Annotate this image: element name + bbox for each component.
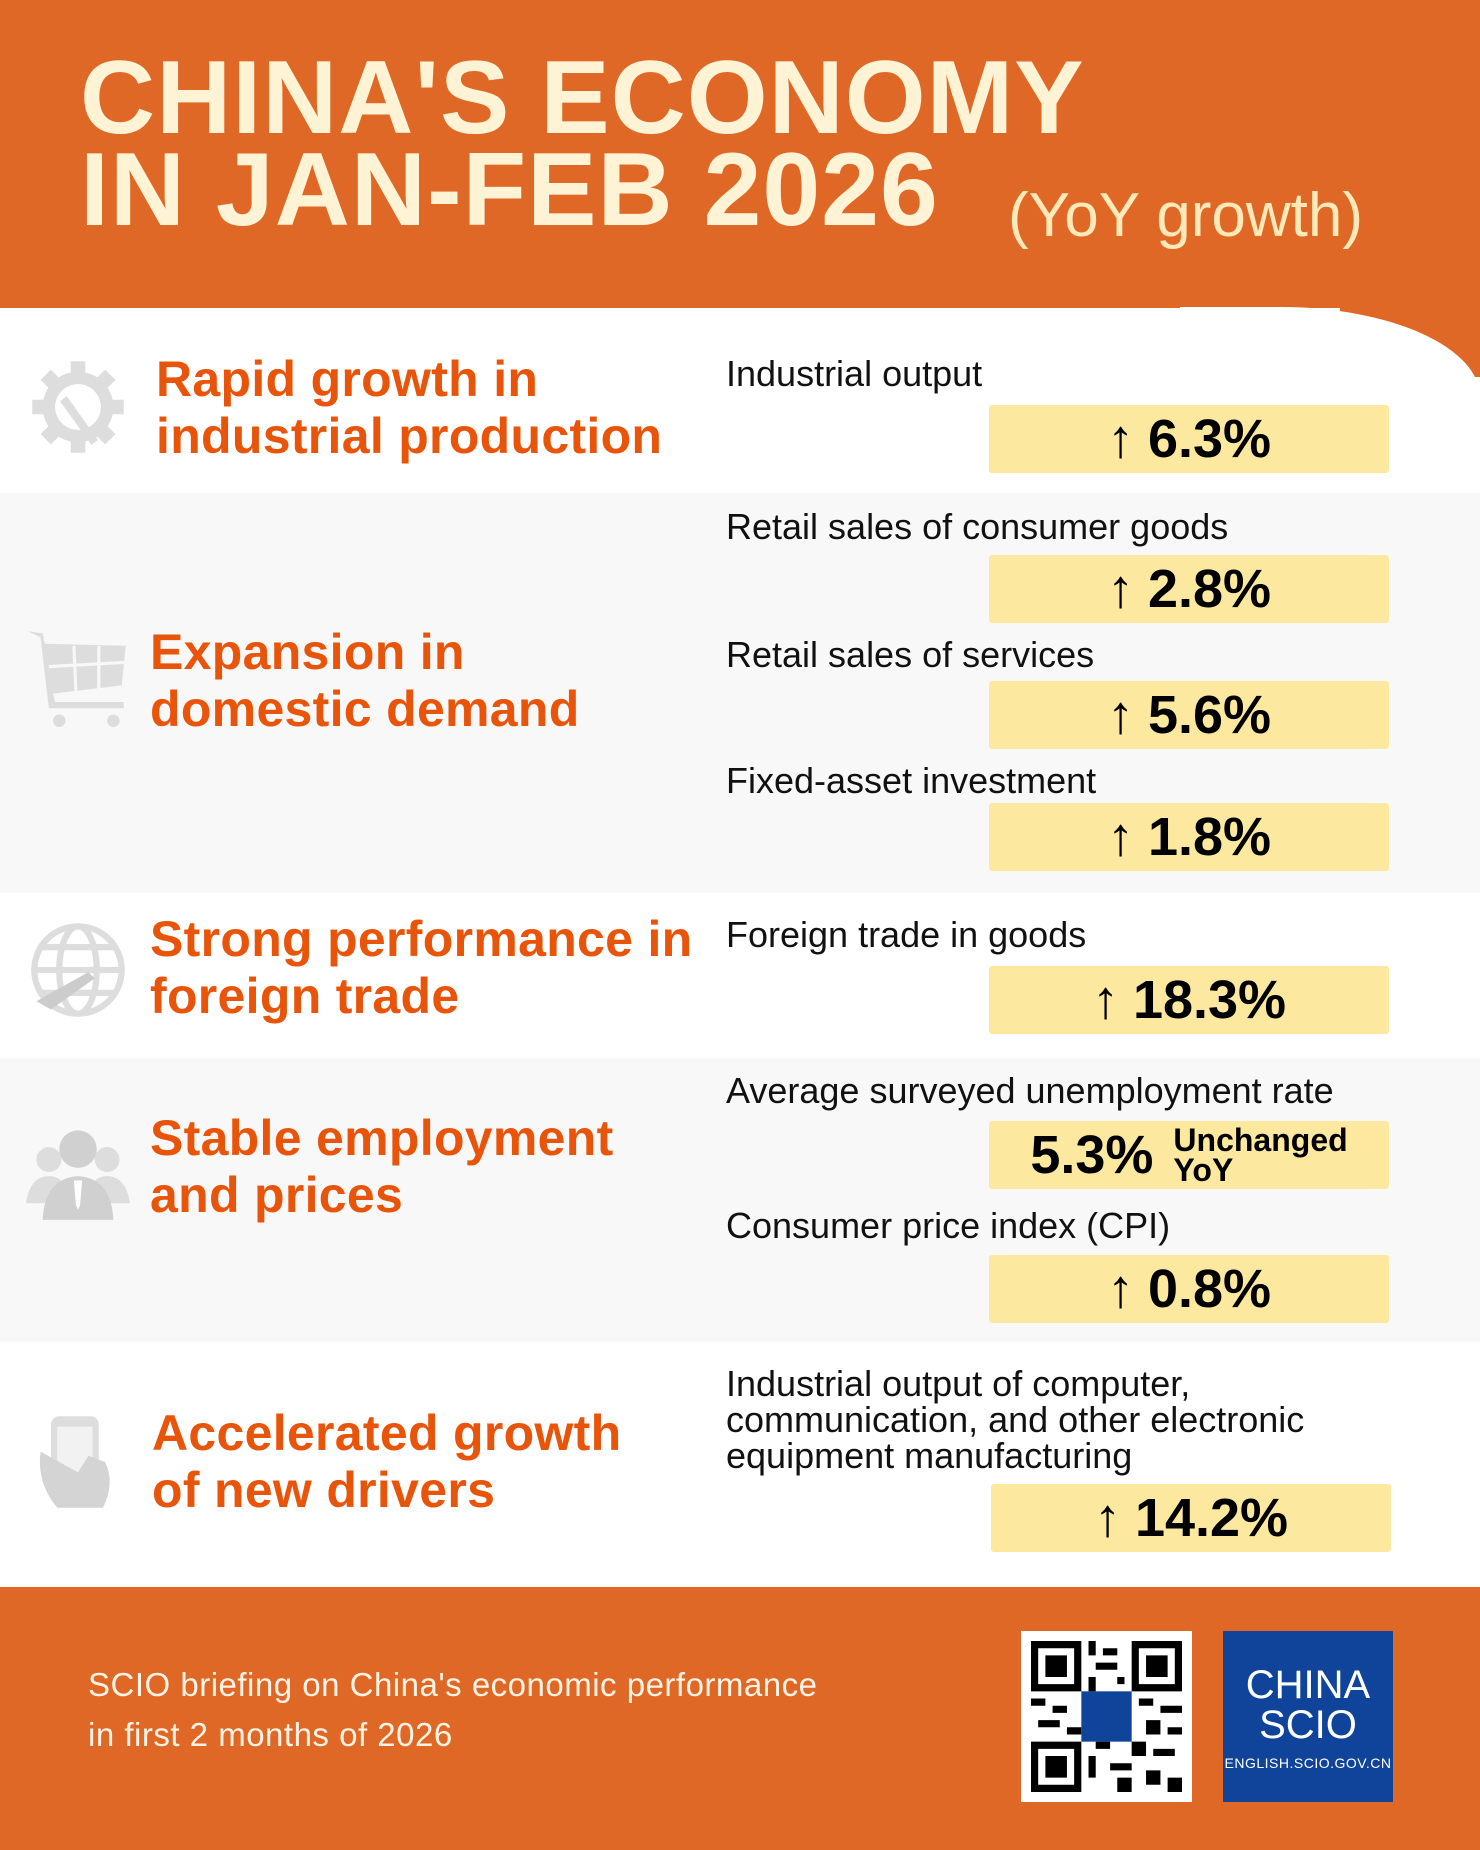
metric-value-box: ↑ 1.8% [989,803,1389,871]
metric-value-box: ↑ 5.6% [989,681,1389,749]
gear-wrench-icon [32,361,124,453]
globe-plane-icon [31,923,125,1017]
metric-value: 5.3% [1030,1125,1154,1185]
metric-value: 18.3% [1132,970,1287,1030]
metric-label: Consumer price index (CPI) [726,1205,1171,1246]
up-arrow-icon: ↑ [1106,559,1134,619]
metric-value-box: ↑ 6.3% [989,405,1389,473]
logo-url: ENGLISH.SCIO.GOV.CN [1224,1755,1392,1771]
metric-value-box: ↑ 14.2% [991,1484,1391,1552]
section-heading: Strong performance in foreign trade [150,911,693,1024]
smartphone-hand-icon [39,1416,110,1508]
footer-line-1: SCIO briefing on China's economic perfor… [88,1666,818,1703]
metric-value: 14.2% [1134,1488,1289,1548]
metric-value: 2.8% [1147,559,1272,619]
qr-code-pattern [1031,1641,1182,1792]
section-heading: Accelerated growth of new drivers [152,1405,622,1518]
metric-value-box: ↑ 18.3% [989,966,1389,1034]
up-arrow-icon: ↑ [1106,1259,1134,1319]
title-line-1: CHINA'S ECONOMY [80,40,1085,156]
section-heading: Stable employment and prices [150,1110,614,1223]
china-scio-logo: CHINA SCIO ENGLISH.SCIO.GOV.CN [1223,1631,1393,1802]
logo-line-1: CHINA [1245,1663,1371,1707]
section-heading: Rapid growth in industrial production [156,351,663,464]
up-arrow-icon: ↑ [1093,1488,1121,1548]
metric-label: Fixed-asset investment [726,760,1097,801]
people-icon [26,1130,130,1220]
metric-label: Foreign trade in goods [726,914,1087,955]
subtitle: (YoY growth) [1008,181,1363,250]
metric-label: Industrial output [726,353,983,394]
metric-label: Average surveyed unemployment rate [726,1070,1334,1111]
footer-line-2: in first 2 months of 2026 [88,1716,453,1753]
metric-value: 0.8% [1147,1259,1272,1319]
up-arrow-icon: ↑ [1091,970,1119,1030]
metric-value: 5.6% [1147,685,1272,745]
up-arrow-icon: ↑ [1106,409,1134,469]
metric-label: Retail sales of services [726,634,1095,675]
qr-code[interactable] [1021,1631,1192,1802]
up-arrow-icon: ↑ [1106,807,1134,867]
shopping-cart-icon [28,631,126,727]
title-line-2: IN JAN-FEB 2026 [80,132,939,248]
metric-value-box: ↑ 2.8% [989,555,1389,623]
header-banner [0,0,1480,308]
logo-line-2: SCIO [1259,1703,1357,1747]
metric-value-box: ↑ 0.8% [989,1255,1389,1323]
metric-value: 6.3% [1147,409,1272,469]
section-heading: Expansion in domestic demand [150,624,580,737]
metric-label: Industrial output of computer, communicat… [726,1363,1305,1476]
metric-note: Unchanged YoY [1173,1122,1348,1188]
up-arrow-icon: ↑ [1106,685,1134,745]
metric-value-box: 5.3% Unchanged YoY [989,1121,1389,1189]
metric-label: Retail sales of consumer goods [726,506,1229,547]
metric-value: 1.8% [1147,807,1272,867]
